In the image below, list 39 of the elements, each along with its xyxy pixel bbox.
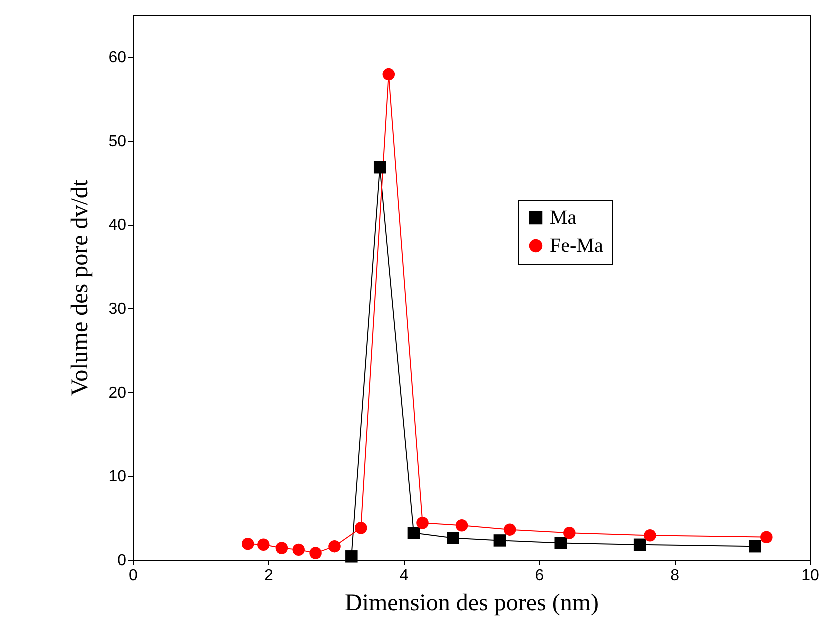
point	[276, 542, 288, 554]
legend-label: Ma	[550, 207, 577, 229]
y-tick-label: 30	[108, 300, 127, 318]
x-tick-label: 6	[535, 568, 544, 584]
point	[749, 540, 762, 553]
point	[644, 530, 656, 542]
point	[346, 550, 358, 563]
point	[494, 534, 506, 547]
point	[258, 538, 270, 552]
point	[634, 538, 646, 552]
point	[760, 531, 773, 544]
y-tick-label: 20	[108, 384, 127, 402]
point	[408, 527, 420, 540]
y-tick-label: 40	[108, 217, 127, 234]
point	[310, 547, 322, 560]
x-tick-label: 2	[264, 568, 274, 584]
point	[328, 540, 341, 553]
point	[382, 68, 396, 81]
legend-label: Fe-Ma	[550, 235, 604, 257]
point	[447, 532, 460, 544]
point	[292, 544, 305, 556]
y-tick-label: 60	[108, 49, 127, 66]
point	[564, 527, 576, 540]
point	[554, 537, 567, 550]
point	[374, 161, 386, 174]
x-tick-label: 8	[670, 568, 680, 584]
y-tick-label: 50	[108, 133, 127, 150]
point	[456, 520, 468, 532]
x-tick-label: 0	[129, 568, 138, 584]
point	[504, 524, 516, 536]
x-tick-label: 10	[802, 568, 820, 584]
point	[355, 522, 368, 534]
x-axis-title: Dimension des pores (nm)	[345, 590, 599, 616]
y-axis-title: Volume des pore dv/dt	[68, 180, 94, 396]
x-tick-label: 4	[400, 568, 409, 584]
y-tick-label: 0	[118, 552, 127, 570]
point	[416, 516, 429, 530]
y-tick-label: 10	[108, 468, 127, 486]
point	[242, 538, 254, 550]
